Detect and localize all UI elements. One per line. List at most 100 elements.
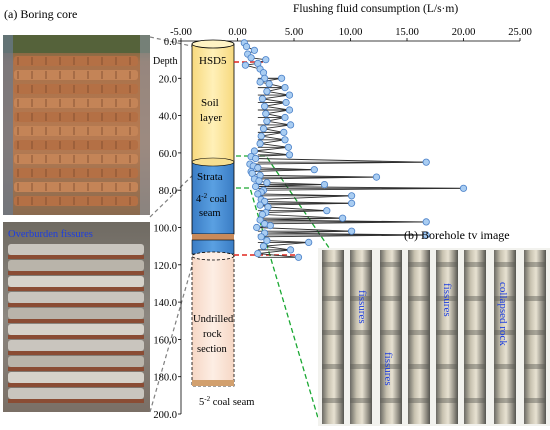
green-connector-bottom (236, 187, 319, 419)
tv-strip-band (436, 398, 458, 403)
core-row (8, 356, 144, 367)
y-tick-label: 40.0 (159, 112, 177, 123)
coal-seam-bottom-band (192, 380, 234, 386)
x-tick-label: 10.00 (339, 27, 363, 38)
x-tick-label: -5.00 (170, 27, 192, 38)
data-point (250, 147, 258, 155)
tv-label-fissures-1: fissures (356, 290, 368, 324)
green-connector-top (236, 155, 337, 259)
core-row (14, 56, 138, 66)
tv-strip-band (322, 398, 344, 403)
data-point (256, 216, 264, 224)
tv-strip-band (408, 296, 430, 301)
tv-strip-band (464, 262, 486, 267)
data-point (281, 113, 289, 122)
tv-strip-band (524, 296, 546, 301)
data-point (263, 87, 271, 96)
tv-strip-band (524, 262, 546, 267)
boring-core-photo-top (3, 35, 150, 215)
data-point (256, 201, 264, 209)
soil-layer-label-2: layer (200, 112, 222, 124)
data-point (252, 154, 260, 163)
boring-core-photo-bottom: Overburden fissures (3, 222, 150, 412)
data-point (257, 233, 265, 241)
data-point (422, 218, 430, 226)
scatter-series (240, 39, 468, 261)
data-point (281, 84, 289, 92)
undrilled-label-3: section (197, 344, 227, 355)
data-point (255, 177, 263, 185)
data-point (250, 46, 258, 54)
tv-strip-band (436, 364, 458, 369)
tv-image-strip (408, 250, 430, 424)
data-point (258, 95, 266, 103)
core-row (14, 98, 138, 108)
tv-strip-band (436, 330, 458, 335)
undrilled-label-2: rock (203, 329, 222, 340)
tv-strip-band (350, 364, 372, 369)
data-point (277, 74, 286, 82)
tv-strip-band (494, 364, 516, 369)
tv-strip-band (350, 296, 372, 301)
data-point (281, 136, 289, 144)
y-tick-label: 100.0 (153, 224, 177, 235)
data-point (338, 214, 347, 222)
undrilled-label-1: Undrilled (193, 314, 234, 325)
strata-label: Strata (197, 171, 223, 183)
y-tick-label: 160.0 (153, 335, 177, 346)
tv-strip-band (408, 330, 430, 335)
tv-strip-band (408, 262, 430, 267)
core-row (8, 276, 144, 287)
y-axis: 0.0 20.0 40.0 60.0 80.0 100.0 120.0 140.0 160.0 1… (153, 37, 182, 421)
tv-strip-band (322, 330, 344, 335)
core-tray-edge (8, 383, 144, 387)
tv-strip-band (380, 398, 402, 403)
tv-strip-band (380, 330, 402, 335)
data-point (253, 223, 261, 232)
chart-title: Flushing fluid consumption (L/s·m) (293, 3, 458, 15)
data-point (422, 158, 430, 166)
core-tray-edge (8, 367, 144, 371)
tv-strip-band (464, 330, 486, 335)
core-row (14, 84, 138, 94)
tv-image-strip (524, 250, 546, 424)
tv-label-fissures-2: fissures (382, 352, 394, 386)
panel-b-label: (b) Borehole tv image (404, 228, 510, 242)
core-tray-edge (8, 351, 144, 355)
data-point (282, 98, 290, 107)
borehole-id-label: HSD5 (199, 55, 227, 67)
data-point (256, 78, 264, 86)
soil-layer-label-1: Soil (201, 97, 219, 109)
data-point (256, 140, 264, 148)
data-point (286, 121, 295, 129)
tv-strip-band (524, 330, 546, 335)
data-point (285, 151, 294, 159)
tv-strip-band (524, 364, 546, 369)
x-tick-label: 0.00 (228, 27, 246, 38)
y-tick-label: 120.0 (153, 261, 177, 272)
core-row (8, 260, 144, 271)
connector-top (149, 36, 197, 48)
core-row (8, 308, 144, 319)
data-point (310, 166, 318, 174)
data-point (347, 192, 356, 200)
core-row (8, 372, 144, 383)
coal-seam-4-label: 4-2 coal (196, 192, 227, 205)
core-row (14, 112, 138, 122)
data-point (262, 110, 270, 118)
y-tick-label: 200.0 (153, 410, 177, 421)
tv-strip-band (524, 398, 546, 403)
data-point (323, 207, 331, 215)
data-point (320, 181, 329, 189)
core-row (14, 154, 138, 164)
tv-strip-band (380, 296, 402, 301)
core-tray-edge (8, 399, 144, 403)
core-row (14, 140, 138, 150)
core-row (8, 244, 144, 255)
coal-seam-band (192, 234, 234, 240)
tv-image-strip (322, 250, 344, 424)
panel-a-label: (a) Boring core (4, 7, 77, 21)
data-point (263, 237, 271, 245)
undrilled-top-cap (191, 251, 235, 261)
core-row (14, 182, 138, 192)
